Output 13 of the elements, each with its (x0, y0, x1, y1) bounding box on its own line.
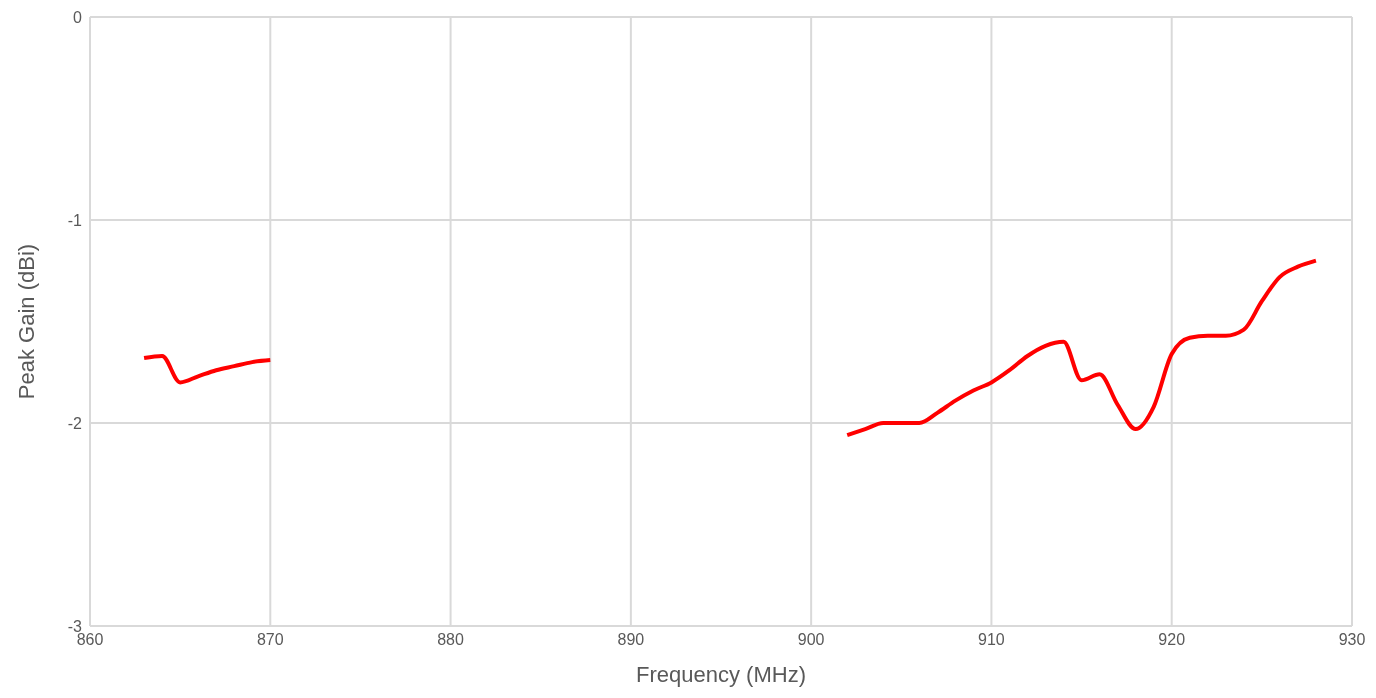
y-axis-title: Peak Gain (dBi) (13, 243, 39, 400)
y-tick-label: -1 (67, 211, 83, 229)
y-tick-label: -2 (67, 414, 83, 432)
x-tick-label: 920 (1158, 631, 1186, 649)
x-tick-label: 910 (978, 631, 1005, 649)
x-tick-label: 890 (617, 631, 645, 649)
x-axis-title: Frequency (MHz) (636, 662, 806, 687)
x-tick-label: 860 (76, 631, 104, 649)
x-tick-label: 880 (437, 631, 465, 649)
x-tick-label: 900 (797, 631, 825, 649)
x-tick-label: 930 (1338, 631, 1366, 649)
x-tick-label: 870 (256, 631, 284, 649)
y-tick-label: 0 (73, 8, 83, 26)
